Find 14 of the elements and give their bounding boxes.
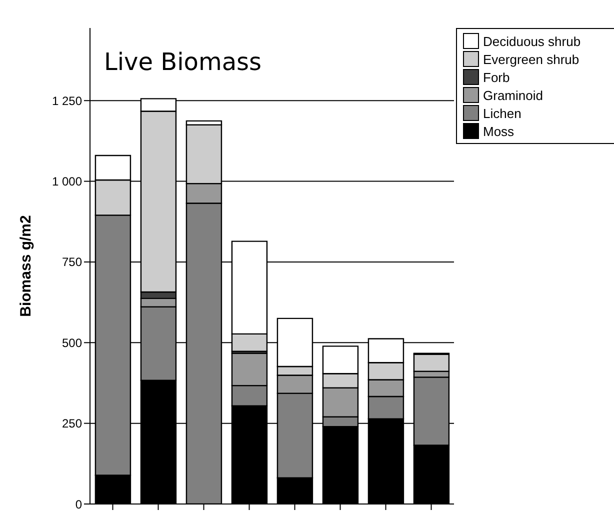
y-tick-label: 0 <box>75 497 82 512</box>
legend-label: Forb <box>483 70 510 84</box>
legend-label: Graminoid <box>483 88 543 102</box>
y-axis-title: Biomass g/m2 <box>17 215 34 317</box>
text: Live Biomass <box>104 48 262 76</box>
legend-label: Evergreen shrub <box>483 52 580 66</box>
y-tick-label: 1 000 <box>52 174 82 189</box>
legend-label: Deciduous shrub <box>483 34 581 48</box>
y-tick-label: 1 250 <box>52 94 82 108</box>
y-tick-label: 500 <box>62 336 82 350</box>
legend-label: Lichen <box>483 106 522 120</box>
y-tick-label: 250 <box>62 416 82 431</box>
legend-label: Moss <box>483 124 514 138</box>
y-tick-label: 750 <box>62 255 82 270</box>
